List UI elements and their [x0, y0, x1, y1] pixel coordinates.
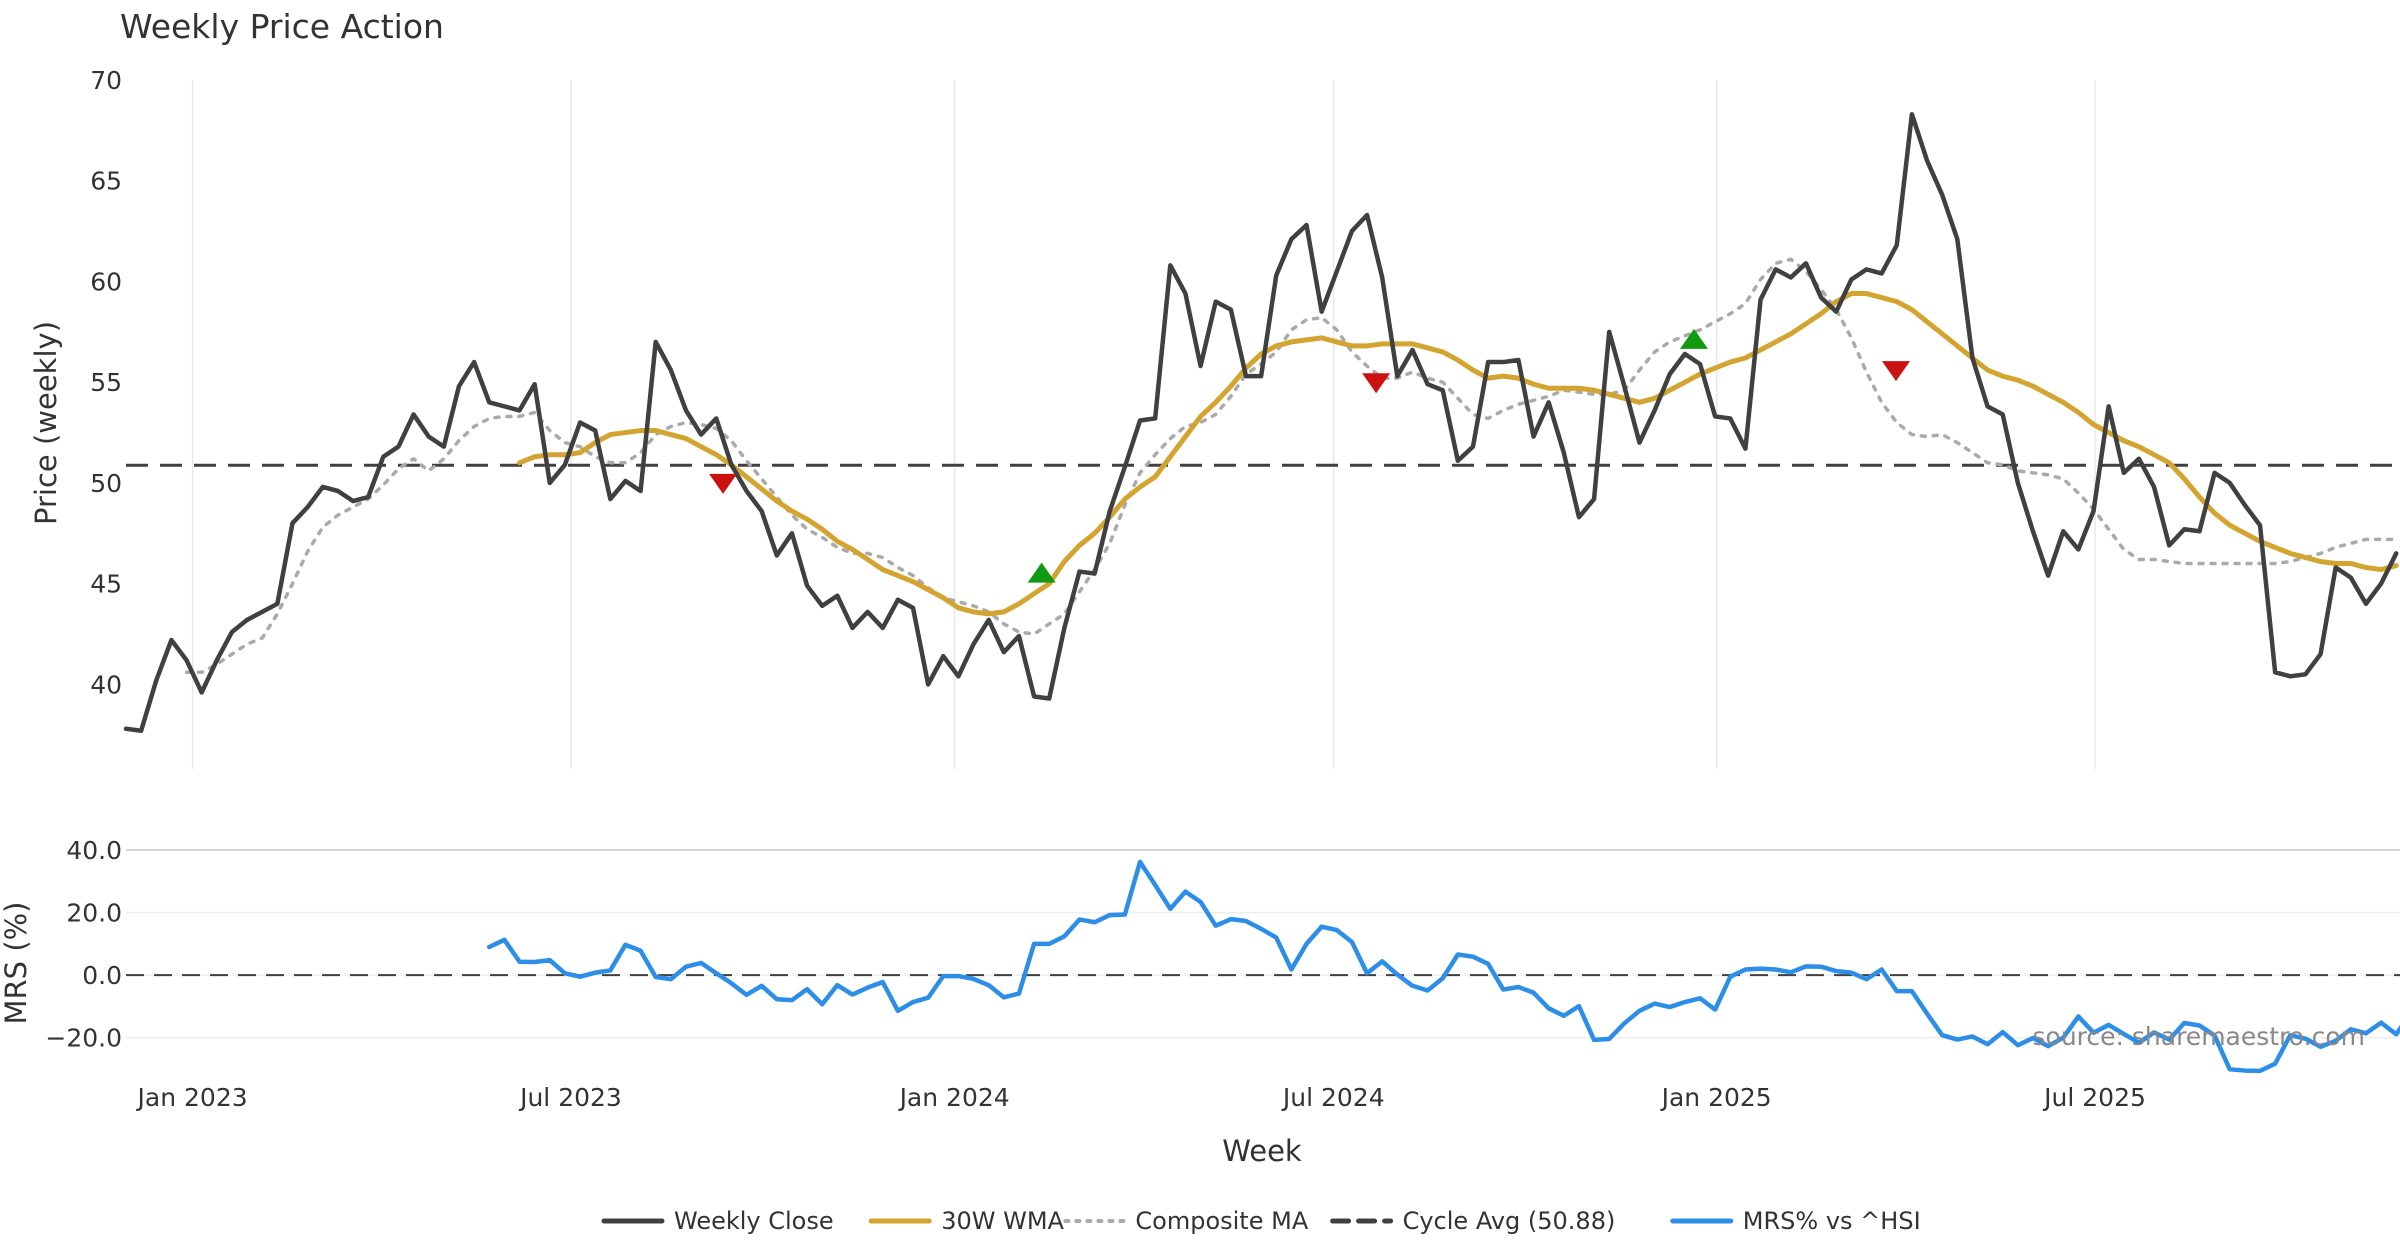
legend-item: Cycle Avg (50.88) — [1330, 1207, 1616, 1235]
legend: Weekly Close 30W WMA Composite MA Cycle Avg… — [601, 1207, 1921, 1235]
legend-item: Weekly Close — [601, 1207, 834, 1235]
price-y-tick-label: 60 — [90, 267, 122, 296]
legend-label: Composite MA — [1135, 1207, 1308, 1235]
mrs-y-axis-label: MRS (%) — [0, 902, 33, 1025]
buy-signal-marker — [1027, 562, 1056, 583]
mrs-y-tick-label: 40.0 — [66, 836, 122, 865]
price-series — [123, 111, 2399, 733]
legend-item: Composite MA — [1063, 1207, 1309, 1235]
price-y-tick-label: 45 — [90, 570, 122, 599]
x-tick-label: Jul 2023 — [518, 1083, 622, 1112]
mrs-line — [486, 859, 2400, 1074]
price-y-tick-label: 40 — [90, 670, 122, 699]
legend-item: MRS% vs ^HSI — [1670, 1207, 1921, 1235]
mrs-y-tick-label: 0.0 — [82, 961, 122, 990]
x-tick-label: Jul 2024 — [1281, 1083, 1385, 1112]
legend-label: 30W WMA — [941, 1207, 1064, 1235]
legend-item: 30W WMA — [868, 1207, 1065, 1235]
composite-ma-line — [184, 257, 2398, 675]
price-y-tick-label: 65 — [90, 167, 122, 196]
x-tick-label: Jan 2024 — [898, 1083, 1010, 1112]
trade-signals — [709, 328, 1911, 583]
30w-wma-line — [517, 291, 2399, 617]
price-y-axis-label: Price (weekly) — [29, 321, 63, 525]
source-note: source: sharemaestro.com — [2033, 1022, 2366, 1051]
mrs-y-tick-label: 20.0 — [66, 899, 122, 928]
legend-label: MRS% vs ^HSI — [1743, 1207, 1921, 1235]
price-y-tick-label: 55 — [90, 368, 122, 397]
x-tick-label: Jan 2025 — [1660, 1083, 1772, 1112]
sell-signal-marker — [709, 473, 738, 494]
weekly-close-line — [123, 111, 2399, 733]
x-tick-label: Jan 2023 — [136, 1083, 248, 1112]
x-axis-ticks: Jan 2023 Jul 2023 Jan 2024 Jul 2024 Jan 2025… — [136, 1083, 2146, 1112]
mrs-y-ticks: 40.0 20.0 0.0 −20.0 — [45, 836, 122, 1053]
x-tick-label: Jul 2025 — [2042, 1083, 2146, 1112]
mrs-y-tick-label: −20.0 — [45, 1024, 122, 1053]
price-y-tick-label: 50 — [90, 469, 122, 498]
price-y-tick-label: 70 — [90, 66, 122, 95]
mrs-series — [486, 859, 2400, 1074]
buy-signal-marker — [1679, 328, 1708, 349]
sell-signal-marker — [1362, 373, 1391, 394]
x-axis-label: Week — [1222, 1134, 1302, 1168]
sell-signal-marker — [1882, 361, 1911, 382]
legend-label: Cycle Avg (50.88) — [1403, 1207, 1616, 1235]
chart-title: Weekly Price Action — [120, 7, 444, 46]
mrs-panel-grid — [126, 849, 2400, 1039]
price-y-ticks: 40 45 50 55 60 65 70 — [90, 66, 122, 699]
legend-label: Weekly Close — [674, 1207, 834, 1235]
